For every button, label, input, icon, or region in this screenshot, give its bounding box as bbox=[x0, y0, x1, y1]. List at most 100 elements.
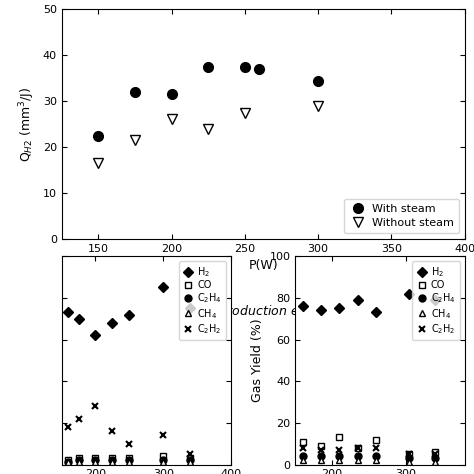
CO bbox=[407, 451, 412, 457]
With steam bbox=[205, 64, 211, 70]
C$_2$H$_2$ bbox=[337, 447, 342, 453]
Text: (a)  H$_2$ production efficiency: (a) H$_2$ production efficiency bbox=[174, 303, 352, 320]
With steam bbox=[256, 66, 262, 72]
C$_2$H$_2$ bbox=[187, 451, 193, 457]
H$_2$ bbox=[109, 320, 115, 326]
H$_2$ bbox=[337, 305, 342, 311]
Without steam bbox=[95, 160, 101, 166]
CO bbox=[76, 456, 82, 461]
CO bbox=[127, 456, 132, 461]
C$_2$H$_4$ bbox=[76, 457, 82, 463]
H$_2$ bbox=[355, 297, 361, 303]
C$_2$H$_2$ bbox=[374, 445, 379, 451]
C$_2$H$_4$ bbox=[92, 457, 98, 463]
C$_2$H$_2$ bbox=[160, 432, 166, 438]
C$_2$H$_4$ bbox=[160, 457, 166, 463]
CH$_4$ bbox=[92, 460, 98, 465]
H$_2$ bbox=[407, 291, 412, 297]
C$_2$H$_4$ bbox=[127, 457, 132, 463]
CH$_4$ bbox=[127, 460, 132, 465]
Line: H$_2$: H$_2$ bbox=[65, 284, 194, 339]
CH$_4$ bbox=[187, 460, 193, 465]
Line: CH$_4$: CH$_4$ bbox=[65, 459, 194, 466]
H$_2$ bbox=[318, 308, 324, 313]
Legend: H$_2$, CO, C$_2$H$_4$, CH$_4$, C$_2$H$_2$: H$_2$, CO, C$_2$H$_4$, CH$_4$, C$_2$H$_2… bbox=[412, 261, 460, 340]
Line: Without steam: Without steam bbox=[93, 101, 323, 168]
CH$_4$ bbox=[432, 460, 438, 465]
Line: CO: CO bbox=[65, 453, 194, 464]
Without steam bbox=[169, 117, 174, 122]
Line: CH$_4$: CH$_4$ bbox=[299, 457, 438, 466]
C$_2$H$_2$ bbox=[65, 424, 71, 430]
CH$_4$ bbox=[65, 460, 71, 465]
C$_2$H$_2$ bbox=[407, 451, 412, 457]
H$_2$ bbox=[76, 316, 82, 321]
CH$_4$ bbox=[407, 460, 412, 465]
C$_2$H$_4$ bbox=[407, 456, 412, 461]
C$_2$H$_4$ bbox=[337, 453, 342, 459]
Line: C$_2$H$_4$: C$_2$H$_4$ bbox=[299, 453, 438, 462]
CO bbox=[374, 437, 379, 442]
H$_2$ bbox=[65, 310, 71, 315]
C$_2$H$_2$ bbox=[318, 447, 324, 453]
CH$_4$ bbox=[318, 457, 324, 463]
Line: With steam: With steam bbox=[93, 62, 323, 140]
CO bbox=[109, 456, 115, 461]
CH$_4$ bbox=[337, 457, 342, 463]
Line: C$_2$H$_4$: C$_2$H$_4$ bbox=[65, 457, 194, 466]
Line: CO: CO bbox=[299, 434, 438, 457]
Without steam bbox=[315, 103, 321, 109]
CH$_4$ bbox=[109, 460, 115, 465]
Without steam bbox=[205, 126, 211, 131]
With steam bbox=[95, 133, 101, 138]
With steam bbox=[169, 91, 174, 97]
C$_2$H$_4$ bbox=[109, 457, 115, 463]
C$_2$H$_2$ bbox=[109, 428, 115, 434]
With steam bbox=[315, 78, 321, 83]
H$_2$ bbox=[127, 312, 132, 318]
CH$_4$ bbox=[300, 457, 305, 463]
CO bbox=[65, 457, 71, 463]
CH$_4$ bbox=[374, 457, 379, 463]
C$_2$H$_2$ bbox=[432, 451, 438, 457]
C$_2$H$_2$ bbox=[127, 441, 132, 447]
Line: H$_2$: H$_2$ bbox=[299, 290, 438, 316]
C$_2$H$_4$ bbox=[187, 457, 193, 463]
Legend: H$_2$, CO, C$_2$H$_4$, CH$_4$, C$_2$H$_2$: H$_2$, CO, C$_2$H$_4$, CH$_4$, C$_2$H$_2… bbox=[179, 261, 226, 340]
C$_2$H$_4$ bbox=[374, 453, 379, 459]
CO bbox=[187, 456, 193, 461]
C$_2$H$_4$ bbox=[432, 456, 438, 461]
C$_2$H$_4$ bbox=[300, 453, 305, 459]
Line: C$_2$H$_2$: C$_2$H$_2$ bbox=[299, 445, 438, 457]
C$_2$H$_2$ bbox=[300, 445, 305, 451]
H$_2$ bbox=[187, 305, 193, 311]
CH$_4$ bbox=[355, 457, 361, 463]
C$_2$H$_4$ bbox=[355, 453, 361, 459]
H$_2$ bbox=[92, 332, 98, 338]
CO bbox=[92, 456, 98, 461]
CO bbox=[355, 445, 361, 451]
Without steam bbox=[242, 110, 247, 116]
C$_2$H$_2$ bbox=[92, 403, 98, 409]
C$_2$H$_4$ bbox=[65, 460, 71, 465]
Y-axis label: Gas Yield (%): Gas Yield (%) bbox=[251, 319, 264, 402]
C$_2$H$_4$ bbox=[318, 453, 324, 459]
CO bbox=[160, 453, 166, 459]
Line: C$_2$H$_2$: C$_2$H$_2$ bbox=[65, 403, 194, 457]
X-axis label: P(W): P(W) bbox=[248, 259, 278, 272]
H$_2$ bbox=[432, 297, 438, 303]
C$_2$H$_2$ bbox=[355, 445, 361, 451]
With steam bbox=[132, 89, 138, 95]
H$_2$ bbox=[160, 284, 166, 290]
With steam bbox=[242, 64, 247, 70]
Without steam bbox=[132, 137, 138, 143]
H$_2$ bbox=[374, 310, 379, 315]
CO bbox=[300, 439, 305, 445]
CO bbox=[318, 443, 324, 448]
CH$_4$ bbox=[76, 460, 82, 465]
CH$_4$ bbox=[160, 460, 166, 465]
Legend: With steam, Without steam: With steam, Without steam bbox=[344, 199, 459, 233]
H$_2$ bbox=[300, 303, 305, 309]
CO bbox=[337, 435, 342, 440]
Y-axis label: Q$_{H2}$ (mm$^3$/J): Q$_{H2}$ (mm$^3$/J) bbox=[18, 86, 37, 162]
